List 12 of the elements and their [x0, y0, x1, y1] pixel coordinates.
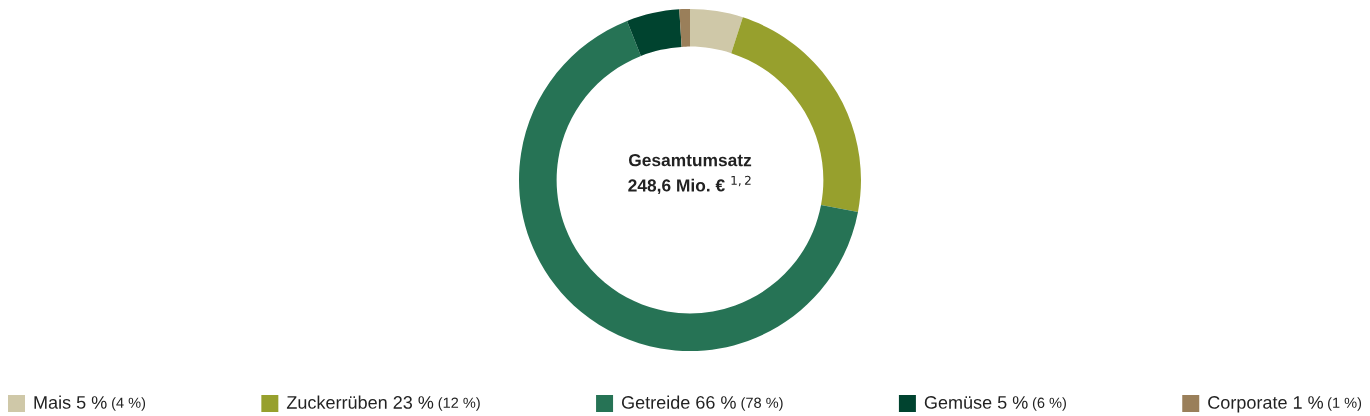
legend-label: Getreide 66 % — [621, 395, 736, 409]
text: (12 %) — [438, 397, 480, 411]
text: (4 %) — [112, 397, 146, 411]
text: Gesamtumsatz — [628, 154, 752, 167]
text: (1 %) — [1328, 397, 1362, 411]
legend-label: Gemüse 5 % — [924, 396, 1028, 409]
text: 248,6 Mio. € $^{1,2}$ — [628, 175, 751, 195]
text: (6 %) — [1032, 397, 1066, 411]
legend-label: Zuckerrüben 23 % — [286, 395, 434, 409]
text: (78 %) — [741, 397, 783, 411]
legend-label: Corporate 1 % — [1208, 396, 1324, 413]
legend-label: Mais 5 % — [34, 395, 107, 409]
